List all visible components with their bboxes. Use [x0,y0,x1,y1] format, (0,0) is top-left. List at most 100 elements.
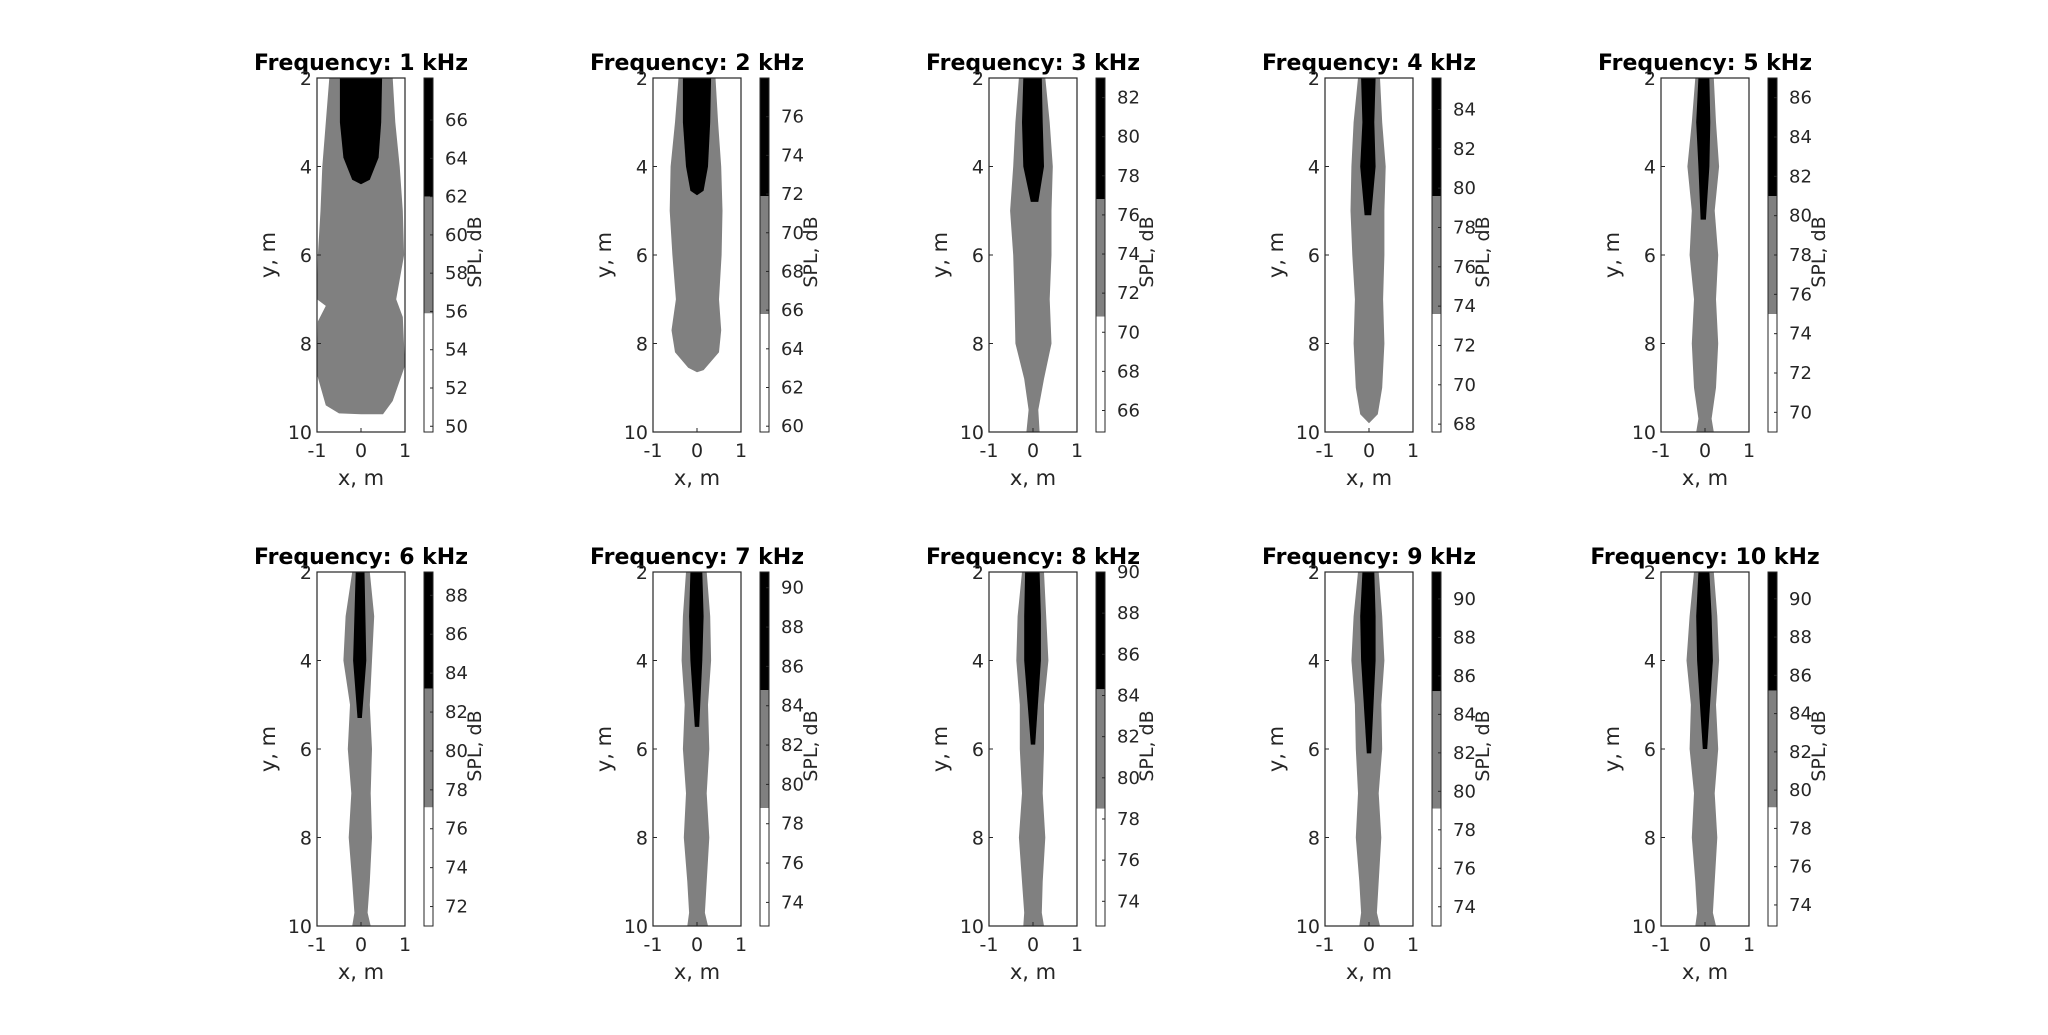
contour-mid-level [1687,78,1720,432]
colorbar-mid-band [1768,196,1777,314]
x-tick-label: 0 [691,934,703,956]
y-tick-label: 10 [960,422,984,444]
x-tick-label: 1 [1407,440,1419,462]
y-tick-label: 6 [300,739,312,761]
x-axis-label: x, m [1346,466,1392,490]
colorbar-tick-label: 76 [1453,858,1476,879]
colorbar-high-band [1096,572,1105,690]
colorbar-tick-label: 76 [1789,857,1812,878]
subplot-5: Frequency: 5 kHz -1 0 1 2 4 6 8 10 x, m y, m 70 72 74… [1598,51,1830,490]
colorbar-tick-label: 84 [1453,99,1476,120]
colorbar-tick-label: 60 [781,416,804,437]
colorbar-tick-label: 72 [781,184,804,205]
y-tick-label: 10 [288,422,312,444]
y-tick-label: 4 [636,157,648,179]
y-tick-label: 8 [972,334,984,356]
colorbar-tick-label: 84 [1789,127,1812,148]
colorbar-tick-label: 88 [781,617,804,638]
colorbar-frame [1095,571,1106,927]
subplot-title: Frequency: 5 kHz [1598,51,1812,76]
x-tick-label: -1 [644,440,663,462]
y-tick-label: 6 [972,739,984,761]
colorbar-frame [423,571,434,927]
colorbar-tick-label: 76 [781,853,804,874]
colorbar-tick-label: 84 [1789,704,1812,725]
colorbar-label: SPL, dB [800,710,822,781]
subplot-8: Frequency: 8 kHz -1 0 1 2 4 6 8 10 x, m y, m 74 76 78… [926,545,1158,984]
x-axis-label: x, m [1682,960,1728,984]
y-tick-label: 10 [624,916,648,938]
y-axis-label: y, m [1264,726,1288,772]
colorbar-tick-label: 72 [445,897,468,918]
y-axis-label: y, m [928,726,952,772]
y-tick-label: 4 [1644,157,1656,179]
colorbar-tick-label: 80 [1789,206,1812,227]
colorbar-mid-band [424,688,433,808]
colorbar-tick-label: 76 [1117,850,1140,871]
x-tick-label: 1 [1407,934,1419,956]
colorbar-mid-band [760,690,769,808]
colorbar-tick-label: 68 [781,261,804,282]
colorbar-tick-label: 70 [1117,322,1140,343]
y-tick-label: 2 [1644,68,1656,90]
x-tick-label: 0 [355,440,367,462]
colorbar-tick-label: 54 [445,340,468,361]
colorbar-tick-label: 90 [781,578,804,599]
x-tick-label: -1 [1652,934,1671,956]
colorbar-tick-label: 52 [445,378,468,399]
colorbar-label: SPL, dB [1472,216,1494,287]
colorbar-tick-label: 80 [781,774,804,795]
y-tick-label: 8 [636,334,648,356]
colorbar-high-band [424,78,433,197]
contour-high-level [682,78,712,196]
colorbar-low-band [424,807,433,926]
colorbar-high-band [760,78,769,196]
subplot-title: Frequency: 8 kHz [926,545,1140,570]
colorbar-tick-label: 88 [1789,627,1812,648]
colorbar-tick-label: 80 [1453,178,1476,199]
y-tick-label: 6 [972,245,984,267]
subplot-6: Frequency: 6 kHz -1 0 1 2 4 6 8 10 x, m y, m 72 74 76… [254,545,486,984]
colorbar-mid-band [1432,196,1441,314]
colorbar-tick-label: 68 [1117,361,1140,382]
colorbar-tick-label: 66 [1117,400,1140,421]
colorbar-tick-label: 82 [1453,139,1476,160]
contour-high-level [1696,78,1711,220]
y-tick-label: 4 [1308,157,1320,179]
y-tick-label: 8 [972,828,984,850]
colorbar-frame [423,77,434,433]
colorbar-tick-label: 90 [1117,562,1140,583]
x-tick-label: -1 [1652,440,1671,462]
x-axis-label: x, m [674,466,720,490]
colorbar-tick-label: 76 [445,819,468,840]
y-tick-label: 8 [636,828,648,850]
colorbar-tick-label: 82 [781,735,804,756]
colorbar-tick-label: 74 [781,892,804,913]
colorbar-tick-label: 78 [1453,217,1476,238]
contour-high-level [339,78,383,185]
y-tick-label: 8 [300,334,312,356]
colorbar-high-band [760,572,769,690]
x-tick-label: -1 [980,440,999,462]
colorbar-label: SPL, dB [1136,216,1158,287]
colorbar-tick-label: 86 [1789,88,1812,109]
y-tick-label: 6 [636,245,648,267]
colorbar-tick-label: 84 [781,696,804,717]
colorbar-tick-label: 72 [1789,363,1812,384]
y-tick-label: 2 [636,68,648,90]
x-tick-label: 0 [1027,934,1039,956]
colorbar-mid-band [1096,199,1105,317]
subplot-title: Frequency: 7 kHz [590,545,804,570]
y-tick-label: 4 [636,651,648,673]
y-tick-label: 2 [972,562,984,584]
colorbar-tick-label: 86 [781,656,804,677]
contour-high-level [353,572,367,718]
colorbar-label: SPL, dB [800,216,822,287]
y-tick-label: 6 [1644,739,1656,761]
colorbar-frame [759,77,770,433]
y-tick-label: 2 [1308,68,1320,90]
x-tick-label: 1 [1071,934,1083,956]
colorbar-tick-label: 78 [1117,809,1140,830]
colorbar-tick-label: 60 [445,225,468,246]
